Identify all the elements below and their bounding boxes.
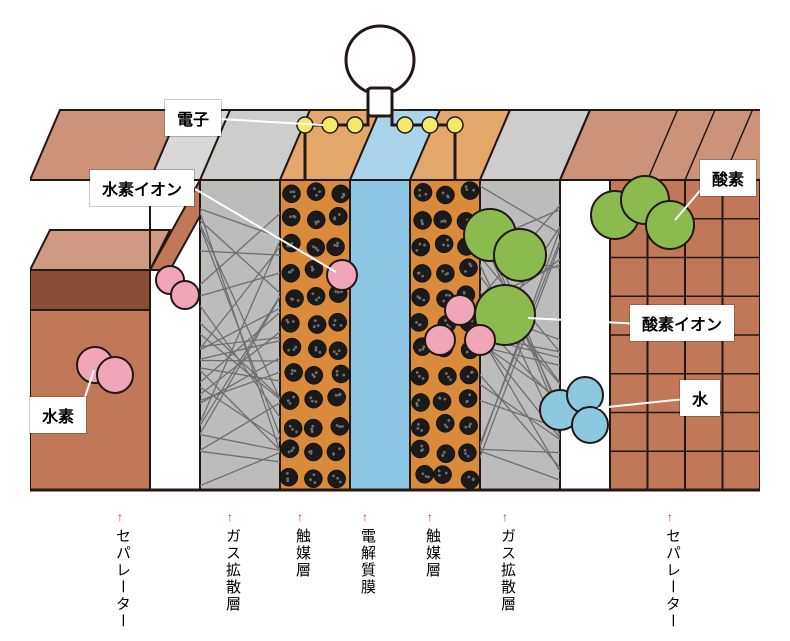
label-hydrogen: 水素: [30, 397, 86, 433]
layer-label: セパレーター: [662, 528, 683, 630]
layer-arrow-icon: ↑: [502, 510, 508, 524]
label-oxygen: 酸素: [700, 160, 756, 196]
layer-label: ガス拡散層: [222, 528, 243, 613]
layer-arrow-icon: ↑: [297, 510, 303, 524]
label-water: 水: [680, 380, 720, 416]
layer-arrow-icon: ↑: [362, 510, 368, 524]
layer-label: 触媒層: [292, 528, 313, 579]
bottom-layer-labels: ↑ セパレーター ↑ ガス拡散層 ↑ 触媒層 ↑ 電解質膜 ↑ 触媒層 ↑ ガス拡散層 ↑ セパレーター: [30, 510, 760, 630]
layer-arrow-icon: ↑: [427, 510, 433, 524]
diagram-svg: [30, 10, 760, 500]
fuel-cell-diagram: 電子 水素イオン 水素 酸素 酸素イオン 水: [30, 10, 760, 500]
layer-label: 触媒層: [422, 528, 443, 579]
label-electron: 電子: [165, 100, 221, 136]
layer-label: セパレーター: [112, 528, 133, 630]
layer-arrow-icon: ↑: [227, 510, 233, 524]
layer-label: ガス拡散層: [497, 528, 518, 613]
layer-arrow-icon: ↑: [667, 510, 673, 524]
label-oxygen-ion: 酸素イオン: [630, 305, 734, 341]
layer-label: 電解質膜: [357, 528, 378, 596]
layer-arrow-icon: ↑: [117, 510, 123, 524]
label-hydrogen-ion: 水素イオン: [90, 170, 194, 206]
